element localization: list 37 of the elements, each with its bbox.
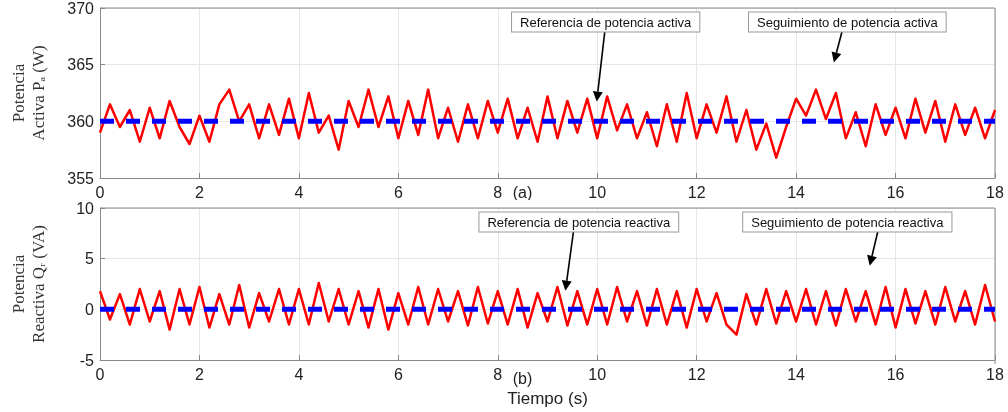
- y-axis-title: Potencia Reactiva Qᵣ (VA): [8, 225, 48, 343]
- y-tick-label: 0: [85, 300, 95, 318]
- x-tick-label: 8: [493, 365, 503, 383]
- x-tick-label: 4: [294, 183, 304, 201]
- y-tick-label: 10: [76, 199, 95, 217]
- y-axis-title: Potencia Activa Pₐ (W): [8, 45, 48, 141]
- x-tick-label: 16: [886, 365, 905, 383]
- y-tick-label: 355: [67, 169, 95, 187]
- x-tick-label: 12: [687, 183, 706, 201]
- x-tick-label: 12: [687, 365, 706, 383]
- x-tick-label: 14: [787, 365, 806, 383]
- line-series: [98, 88, 997, 159]
- x-tick-label: 2: [194, 365, 204, 383]
- annotation: Referencia de potencia activa: [520, 14, 693, 30]
- x-tick-label: 18: [986, 183, 1004, 201]
- text: (b): [512, 369, 533, 387]
- y-tick-label: 365: [67, 56, 95, 74]
- x-tick-label: 4: [294, 365, 304, 383]
- x-tick-label: 2: [194, 183, 204, 201]
- x-axis-title: Tiempo (s): [507, 389, 588, 408]
- x-tick-label: 10: [588, 183, 607, 201]
- x-tick-label: 6: [393, 365, 403, 383]
- x-tick-label: 18: [986, 365, 1004, 383]
- y-tick-label: -5: [79, 351, 95, 369]
- x-tick-label: 6: [393, 183, 403, 201]
- line-series: [98, 281, 997, 336]
- annotation: Referencia de potencia reactiva: [487, 214, 671, 230]
- y-tick-label: 5: [85, 250, 95, 268]
- y-tick-label: 360: [67, 112, 95, 130]
- x-tick-label: 16: [886, 183, 905, 201]
- x-tick-label: 14: [787, 183, 806, 201]
- annotation: Seguimiento de potencia reactiva: [751, 214, 945, 230]
- y-tick-label: 370: [67, 0, 95, 17]
- text: (a): [512, 183, 533, 201]
- x-tick-label: 10: [588, 365, 607, 383]
- annotation: Seguimiento de potencia activa: [756, 14, 939, 30]
- x-tick-label: 8: [493, 183, 503, 201]
